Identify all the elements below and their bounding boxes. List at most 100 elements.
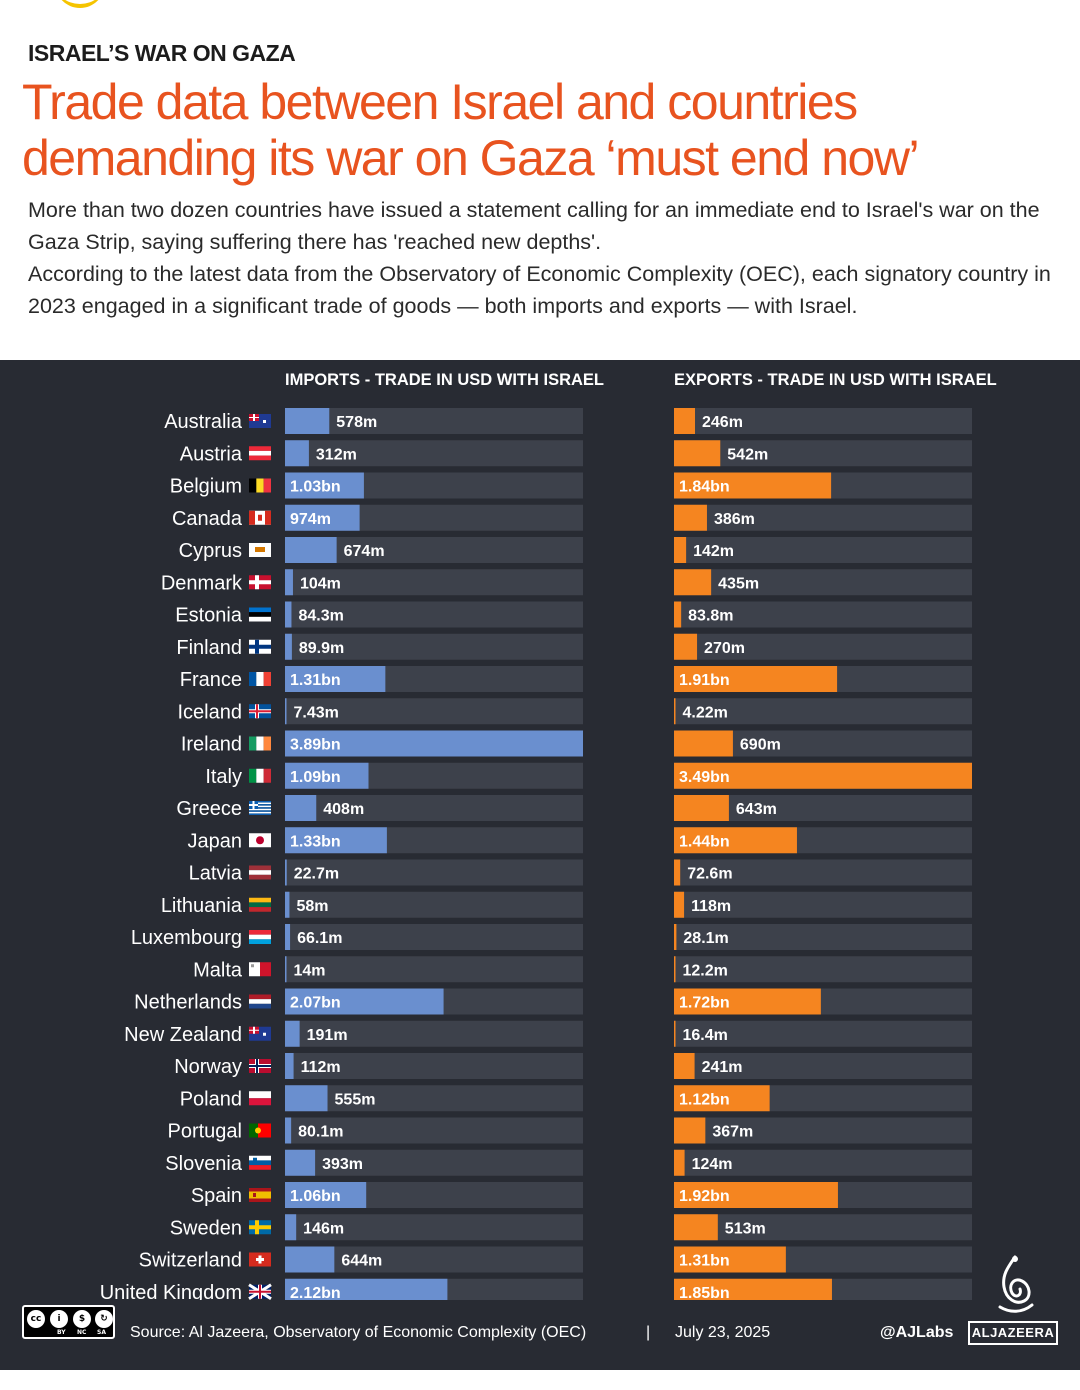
imports-track-26 <box>285 1246 583 1273</box>
exports-value-label-13: 1.44bn <box>679 833 730 850</box>
exports-bar-25 <box>674 1214 718 1241</box>
imports-track-14 <box>285 859 583 886</box>
exports-value-label-15: 118m <box>691 898 731 915</box>
exports-track-5 <box>674 569 972 596</box>
imports-bar-13 <box>285 827 387 854</box>
exports-value-label-1: 542m <box>727 446 768 463</box>
exports-bar-11 <box>674 762 972 789</box>
cc-label-by: BY <box>57 1329 66 1336</box>
country-label-5: Denmark <box>161 572 243 594</box>
country-label-21: Poland <box>180 1088 242 1110</box>
exports-bar-9 <box>674 698 676 725</box>
imports-bar-21 <box>285 1085 328 1112</box>
flag-icon-4 <box>249 543 271 557</box>
flag-icon-16 <box>249 930 271 944</box>
imports-track-6 <box>285 601 583 628</box>
exports-track-23 <box>674 1149 972 1176</box>
country-label-26: Switzerland <box>139 1250 242 1272</box>
exports-bar-27 <box>674 1278 832 1300</box>
imports-value-label-17: 14m <box>294 962 326 979</box>
imports-bar-1 <box>285 440 309 467</box>
exports-track-4 <box>674 537 972 563</box>
exports-value-label-0: 246m <box>702 414 743 431</box>
title-line-2: demanding its war on Gaza ‘must end now’ <box>22 130 920 186</box>
imports-value-label-10: 3.89bn <box>290 737 341 754</box>
imports-bar-23 <box>285 1149 316 1176</box>
exports-bar-2 <box>674 472 832 499</box>
exports-value-label-24: 1.92bn <box>679 1188 730 1205</box>
imports-track-7 <box>285 633 583 660</box>
imports-bar-27 <box>285 1278 448 1300</box>
exports-header: EXPORTS - TRADE IN USD WITH ISRAEL <box>674 371 997 389</box>
exports-track-1 <box>674 440 972 467</box>
exports-bar-3 <box>674 504 707 531</box>
imports-value-label-23: 393m <box>322 1156 363 1173</box>
country-label-22: Portugal <box>168 1121 243 1143</box>
flag-icon-11 <box>249 768 271 783</box>
exports-value-label-17: 12.2m <box>683 962 728 979</box>
imports-bar-14 <box>285 859 287 886</box>
country-label-0: Australia <box>164 411 243 433</box>
imports-value-label-9: 7.43m <box>294 704 339 721</box>
country-label-7: Finland <box>176 637 242 659</box>
imports-value-label-8: 1.31bn <box>290 672 341 689</box>
exports-value-label-27: 1.85bn <box>679 1285 730 1300</box>
nc-icon: $ <box>73 1310 91 1328</box>
imports-value-label-18: 2.07bn <box>290 995 341 1012</box>
flag-icon-1 <box>249 446 271 461</box>
imports-track-9 <box>285 698 583 725</box>
chart-panel: IMPORTS - TRADE IN USD WITH ISRAEL EXPORT… <box>0 360 1080 1370</box>
flag-icon-3 <box>249 510 271 525</box>
imports-bar-9 <box>285 698 287 725</box>
al-jazeera-wordmark: ALJAZEERA <box>968 1321 1058 1345</box>
exports-track-9 <box>674 698 972 725</box>
country-label-19: New Zealand <box>124 1024 242 1046</box>
exports-value-label-26: 1.31bn <box>679 1253 730 1270</box>
imports-value-label-26: 644m <box>341 1253 382 1270</box>
country-label-23: Slovenia <box>165 1153 243 1175</box>
imports-track-1 <box>285 440 583 467</box>
exports-value-label-12: 643m <box>736 801 777 818</box>
exports-bar-1 <box>674 440 721 467</box>
imports-value-label-15: 58m <box>296 898 328 915</box>
exports-bar-23 <box>674 1149 685 1176</box>
imports-bar-15 <box>285 891 290 918</box>
imports-bar-26 <box>285 1246 335 1273</box>
imports-track-15 <box>285 891 583 918</box>
imports-value-label-11: 1.09bn <box>290 769 341 786</box>
exports-bar-26 <box>674 1246 786 1273</box>
imports-track-0 <box>285 408 583 434</box>
exports-value-label-18: 1.72bn <box>679 995 730 1012</box>
country-label-9: Iceland <box>178 701 243 723</box>
imports-track-5 <box>285 569 583 596</box>
title-line-1: Trade data between Israel and countries <box>22 74 858 130</box>
imports-value-label-7: 89.9m <box>299 640 344 657</box>
flag-icon-2 <box>249 478 271 493</box>
country-label-12: Greece <box>176 798 242 820</box>
flag-icon-24 <box>249 1188 271 1202</box>
cc-icon: cc <box>27 1310 45 1328</box>
country-label-2: Belgium <box>170 476 242 498</box>
imports-value-label-24: 1.06bn <box>290 1188 341 1205</box>
exports-bar-20 <box>674 1053 695 1079</box>
imports-track-23 <box>285 1149 583 1176</box>
imports-value-label-20: 112m <box>301 1059 341 1076</box>
flag-icon-26 <box>249 1252 271 1267</box>
country-label-27: United Kingdom <box>100 1282 242 1300</box>
subtitle: More than two dozen countries have issue… <box>28 194 1058 322</box>
exports-bar-7 <box>674 633 698 660</box>
imports-track-22 <box>285 1117 583 1144</box>
imports-bar-8 <box>285 666 386 692</box>
exports-bar-19 <box>674 1020 676 1047</box>
exports-bar-14 <box>674 859 681 886</box>
imports-bar-12 <box>285 795 317 821</box>
flag-icon-18 <box>249 994 271 1009</box>
flag-icon-22 <box>249 1123 271 1138</box>
imports-bar-6 <box>285 601 292 628</box>
exports-track-25 <box>674 1214 972 1241</box>
exports-bar-13 <box>674 827 797 854</box>
exports-value-label-14: 72.6m <box>687 866 732 883</box>
footer-separator: | <box>646 1324 651 1341</box>
exports-bar-24 <box>674 1182 838 1208</box>
imports-bar-11 <box>285 762 369 789</box>
